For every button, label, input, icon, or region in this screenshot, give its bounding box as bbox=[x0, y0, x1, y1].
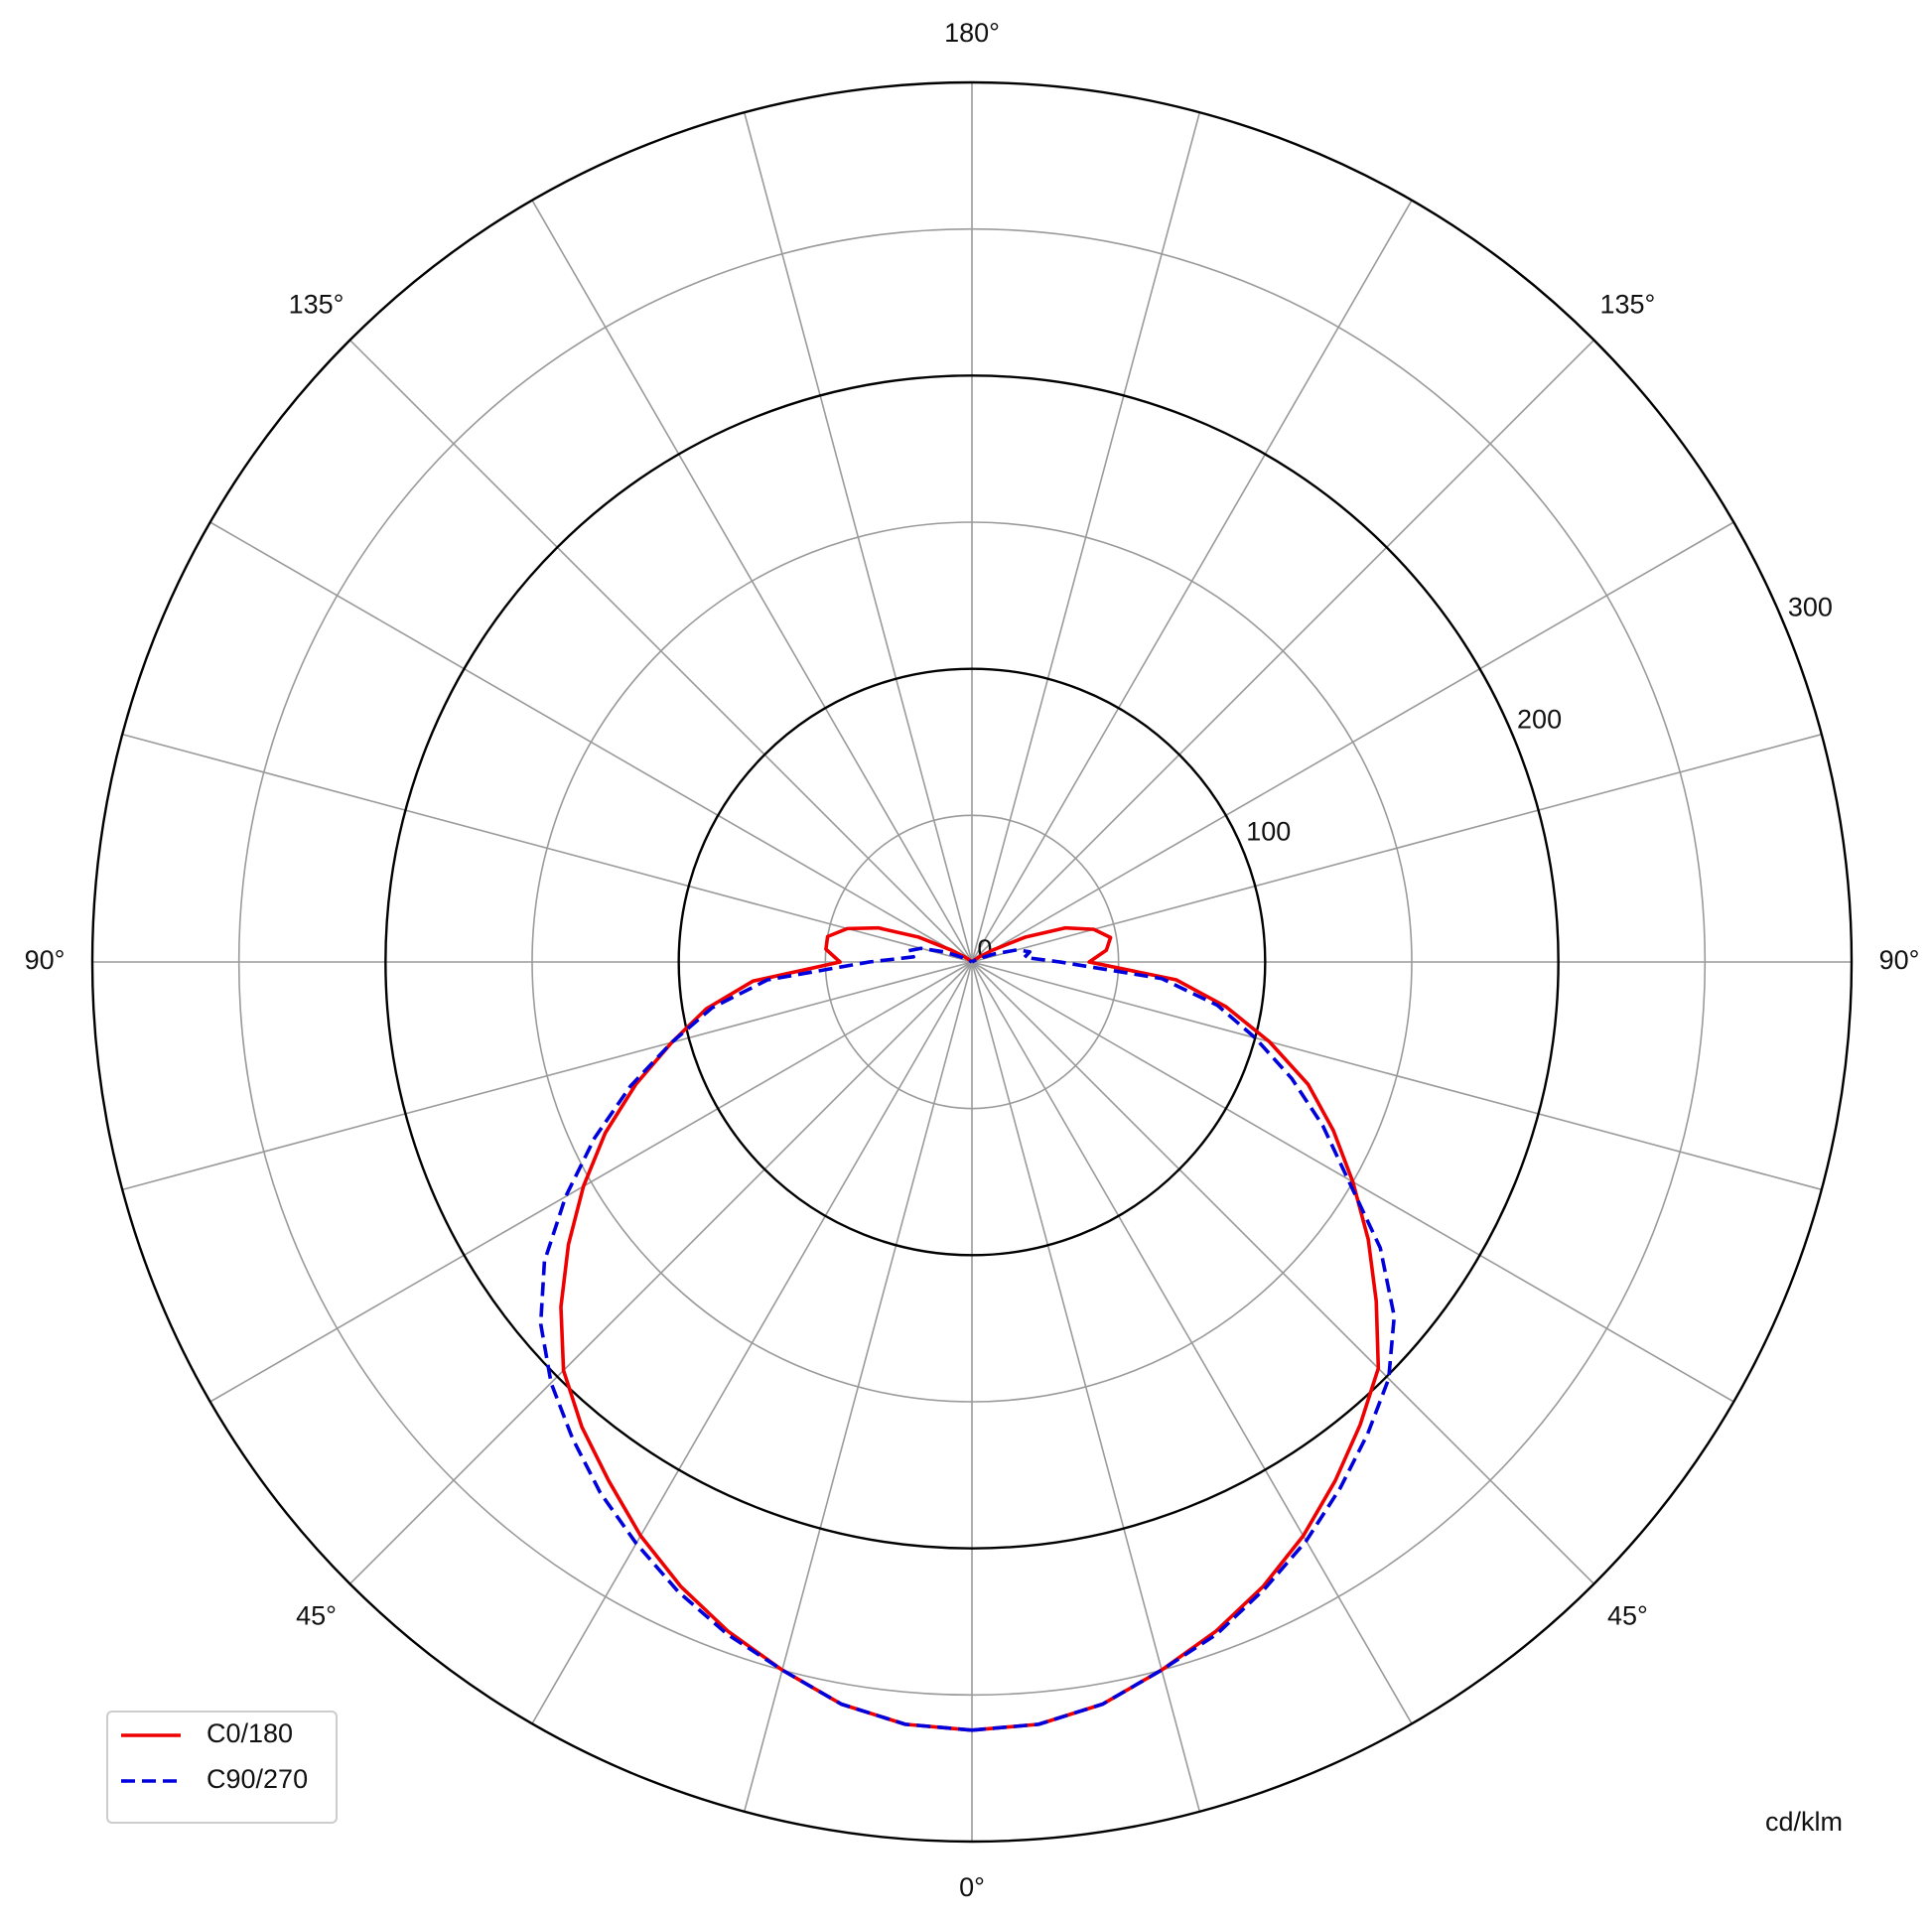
spoke bbox=[348, 339, 973, 963]
spoke bbox=[971, 961, 1413, 1724]
spoke bbox=[971, 961, 1823, 1191]
theta-tick-label: 90° bbox=[25, 945, 66, 975]
r-tick-label: 300 bbox=[1788, 592, 1833, 621]
grid-ring bbox=[384, 374, 1560, 1550]
spoke bbox=[971, 521, 1734, 963]
unit-label: cd/klm bbox=[1765, 1807, 1843, 1837]
theta-tick-label: 0° bbox=[959, 1872, 985, 1902]
spoke bbox=[971, 961, 1595, 1585]
intensity-curve bbox=[559, 925, 974, 1732]
legend-label: C0/180 bbox=[207, 1718, 293, 1748]
r-tick-label: 200 bbox=[1517, 704, 1562, 734]
legend-label: C90/270 bbox=[207, 1764, 308, 1794]
theta-tick-label: 45° bbox=[1607, 1601, 1648, 1631]
intensity-curve bbox=[971, 947, 1397, 1732]
theta-tick-label: 180° bbox=[944, 18, 1000, 48]
spoke bbox=[971, 111, 1201, 963]
spoke bbox=[348, 961, 973, 1585]
spoke bbox=[531, 200, 973, 963]
theta-tick-label: 135° bbox=[1600, 290, 1656, 320]
spoke bbox=[971, 339, 1595, 963]
theta-tick-label: 90° bbox=[1879, 945, 1920, 975]
spoke bbox=[971, 200, 1413, 963]
theta-tick-label: 45° bbox=[296, 1601, 337, 1631]
spoke bbox=[209, 521, 973, 963]
r-tick-label: 0 bbox=[977, 934, 992, 964]
r-tick-label: 100 bbox=[1246, 816, 1291, 846]
grid-ring bbox=[90, 80, 1854, 1844]
intensity-curve bbox=[970, 925, 1381, 1732]
theta-tick-label: 135° bbox=[289, 290, 345, 320]
intensity-curve bbox=[538, 946, 973, 1732]
spoke bbox=[209, 961, 973, 1403]
spoke bbox=[121, 733, 973, 963]
grid-ring bbox=[677, 667, 1267, 1257]
spoke bbox=[743, 111, 973, 963]
spoke bbox=[531, 961, 973, 1724]
spoke bbox=[121, 961, 973, 1191]
spoke bbox=[971, 733, 1823, 963]
legend-box bbox=[106, 1711, 338, 1824]
